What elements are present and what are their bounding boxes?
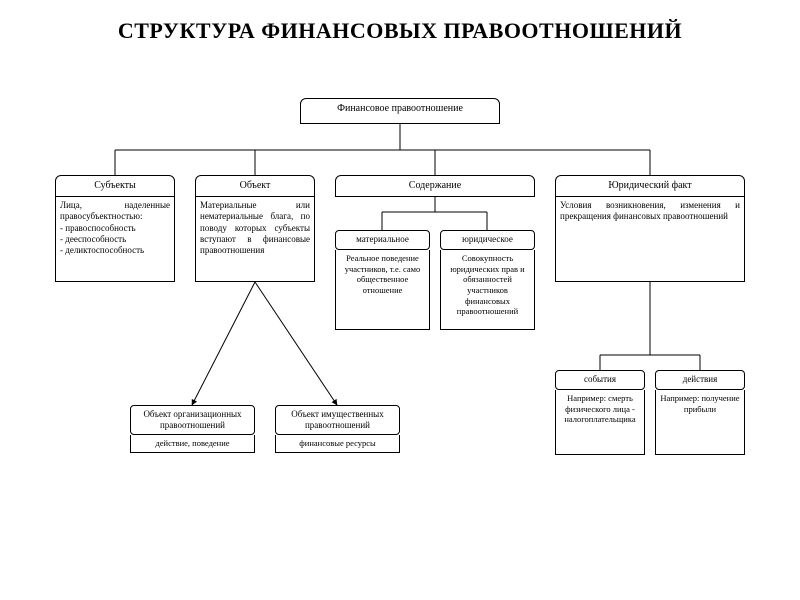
- node-fact-events-body: Например: смерть физического лица - нало…: [555, 390, 645, 455]
- node-fact-actions-body: Например: получение прибыли: [655, 390, 745, 455]
- node-object-org-header: Объект организационных правоотношений: [130, 405, 255, 435]
- node-content-legal-header: юридическое: [440, 230, 535, 250]
- node-content-material-header: материальное: [335, 230, 430, 250]
- node-subjects-body: Лица, наделенные правосубъектностью: - п…: [55, 197, 175, 282]
- node-object-header: Объект: [195, 175, 315, 197]
- node-object-prop-header: Объект имущественных правоотношений: [275, 405, 400, 435]
- node-object-body: Материальные или нематериальные блага, п…: [195, 197, 315, 282]
- node-content-legal-body: Совокупность юридических прав и обязанно…: [440, 250, 535, 330]
- node-subjects-header: Субъекты: [55, 175, 175, 197]
- node-content-material-body: Реальное поведение участников, т.е. само…: [335, 250, 430, 330]
- node-fact-actions-header: действия: [655, 370, 745, 390]
- node-fact-header: Юридический факт: [555, 175, 745, 197]
- node-object-org-body: действие, поведение: [130, 435, 255, 453]
- node-fact-body: Условия возникновения, изменения и прекр…: [555, 197, 745, 282]
- page-title: СТРУКТУРА ФИНАНСОВЫХ ПРАВООТНОШЕНИЙ: [0, 18, 800, 44]
- node-root: Финансовое правоотношение: [300, 98, 500, 124]
- node-content-header: Содержание: [335, 175, 535, 197]
- node-object-prop-body: финансовые ресурсы: [275, 435, 400, 453]
- node-fact-events-header: события: [555, 370, 645, 390]
